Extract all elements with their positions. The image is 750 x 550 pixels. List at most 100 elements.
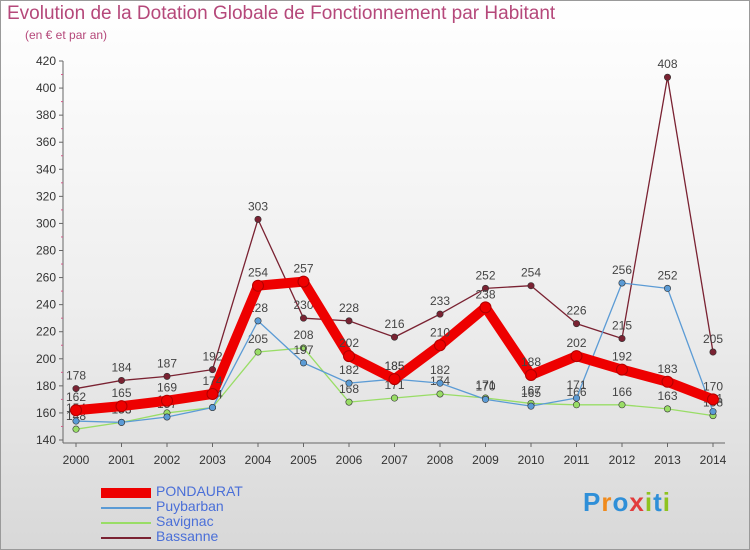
data-point xyxy=(72,385,80,393)
logo-letter: P xyxy=(583,487,602,517)
data-label: 215 xyxy=(612,318,632,332)
data-point xyxy=(663,284,671,292)
data-label: 170 xyxy=(703,379,723,393)
data-point xyxy=(115,400,128,413)
data-label: 254 xyxy=(521,266,541,280)
chart-subtitle: (en € et par an) xyxy=(25,28,108,42)
data-point xyxy=(572,401,580,409)
data-label: 408 xyxy=(657,57,677,71)
data-label: 256 xyxy=(612,263,632,277)
data-point xyxy=(570,350,583,363)
data-point xyxy=(481,284,489,292)
data-point xyxy=(163,413,171,421)
data-label: 205 xyxy=(248,332,268,346)
data-label: 252 xyxy=(475,268,495,282)
data-label: 182 xyxy=(339,363,359,377)
data-point xyxy=(345,398,353,406)
data-point xyxy=(209,366,217,374)
data-point xyxy=(72,425,80,433)
legend-label: PONDAURAT xyxy=(156,483,243,499)
data-label: 230 xyxy=(293,298,313,312)
data-label: 192 xyxy=(202,350,222,364)
legend-swatch xyxy=(101,488,151,498)
x-tick-label: 2011 xyxy=(564,453,590,467)
legend-item: Puybarban xyxy=(101,498,301,515)
data-label: 233 xyxy=(430,294,450,308)
legend-label: Puybarban xyxy=(156,498,224,514)
data-point xyxy=(390,333,398,341)
legend-swatch xyxy=(101,522,151,524)
y-tick-label: 280 xyxy=(36,244,56,258)
y-tick-label: 300 xyxy=(36,216,56,230)
y-tick-label: 420 xyxy=(36,54,56,68)
data-point xyxy=(388,373,401,386)
data-point xyxy=(616,363,628,376)
data-label: 252 xyxy=(657,268,677,282)
data-label: 174 xyxy=(202,374,222,388)
data-label: 165 xyxy=(521,386,541,400)
y-tick-label: 320 xyxy=(36,189,56,203)
data-label: 170 xyxy=(475,379,495,393)
logo-letter: i xyxy=(662,487,671,517)
data-label: 197 xyxy=(293,343,313,357)
data-label: 226 xyxy=(566,304,586,318)
y-tick-label: 240 xyxy=(36,298,56,312)
data-point xyxy=(618,401,626,409)
data-label: 228 xyxy=(339,301,359,315)
data-label: 208 xyxy=(293,328,313,342)
x-tick-label: 2000 xyxy=(63,453,90,467)
x-tick-label: 2014 xyxy=(700,453,727,467)
data-label: 188 xyxy=(521,355,541,369)
data-label: 254 xyxy=(248,266,268,280)
data-label: 166 xyxy=(612,385,632,399)
data-label: 171 xyxy=(566,378,586,392)
data-point xyxy=(663,405,671,413)
data-label: 184 xyxy=(111,360,131,374)
data-point xyxy=(434,339,446,352)
data-point xyxy=(527,402,535,410)
line-chart: 140 160 180 200 220 240 260 280 300 320 340 360 380 4… xyxy=(36,54,727,467)
y-tick-label: 400 xyxy=(36,81,56,95)
data-point xyxy=(252,279,264,292)
data-point xyxy=(707,393,719,406)
data-point xyxy=(297,275,310,288)
y-tick-label: 200 xyxy=(36,352,56,366)
data-label: 163 xyxy=(657,389,677,403)
legend-item: PONDAURAT xyxy=(101,483,301,500)
chart-title: Evolution de la Dotation Globale de Fonc… xyxy=(7,3,556,24)
y-tick-label: 160 xyxy=(36,406,56,420)
data-point xyxy=(525,369,537,382)
series-savignac: 1481531601642052081681711741711671661661… xyxy=(66,328,723,433)
data-point xyxy=(479,301,492,314)
data-point xyxy=(254,348,262,356)
proxiti-logo: Proxiti xyxy=(583,487,671,518)
data-point xyxy=(299,359,307,367)
data-point xyxy=(343,350,355,363)
data-point xyxy=(572,394,580,402)
y-tick-label: 380 xyxy=(36,108,56,122)
data-point xyxy=(209,404,217,412)
x-tick-label: 2005 xyxy=(290,453,317,467)
legend-swatch xyxy=(101,537,151,539)
x-tick-label: 2006 xyxy=(336,453,363,467)
legend-label: Savignac xyxy=(156,513,214,529)
legend-item: Bassanne xyxy=(101,528,301,545)
data-point xyxy=(254,317,262,325)
data-point xyxy=(481,395,489,403)
data-label: 167 xyxy=(521,383,541,397)
data-point xyxy=(572,320,580,328)
logo-letter: o xyxy=(612,487,630,517)
data-label: 171 xyxy=(475,378,495,392)
data-label: 162 xyxy=(66,390,86,404)
data-label: 169 xyxy=(157,381,177,395)
data-point xyxy=(70,404,82,417)
data-point xyxy=(161,394,173,407)
x-tick-label: 2002 xyxy=(154,453,181,467)
data-point xyxy=(618,334,626,342)
legend-swatch xyxy=(101,507,151,509)
data-point xyxy=(618,279,626,287)
chart-legend: PONDAURAT Puybarban Savignac Bassanne xyxy=(101,483,301,545)
y-tick-label: 180 xyxy=(36,379,56,393)
data-point xyxy=(299,344,307,352)
